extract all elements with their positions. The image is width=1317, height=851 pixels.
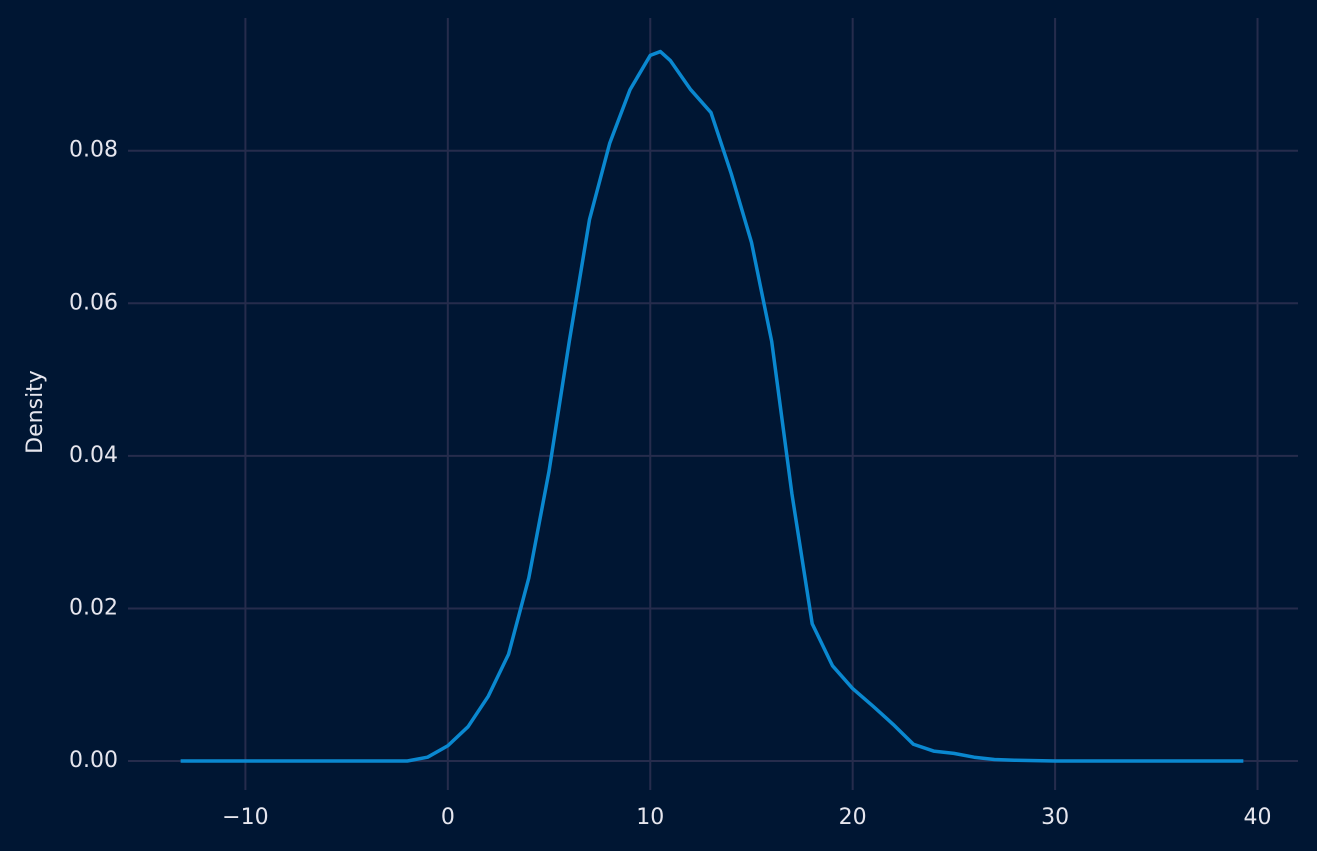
x-tick-label: −10 <box>222 805 268 830</box>
x-tick-label: 40 <box>1244 805 1272 830</box>
y-tick-label: 0.02 <box>69 595 118 620</box>
y-axis-label: Density <box>23 370 48 454</box>
y-tick-label: 0.06 <box>69 290 118 315</box>
x-tick-label: 30 <box>1041 805 1069 830</box>
y-tick-label: 0.04 <box>69 443 118 468</box>
y-tick-label: 0.08 <box>69 138 118 163</box>
x-tick-label: 20 <box>839 805 867 830</box>
x-tick-label: 0 <box>441 805 455 830</box>
density-line <box>180 49 1244 763</box>
y-tick-label: 0.00 <box>69 748 118 773</box>
x-tick-label: 10 <box>636 805 664 830</box>
